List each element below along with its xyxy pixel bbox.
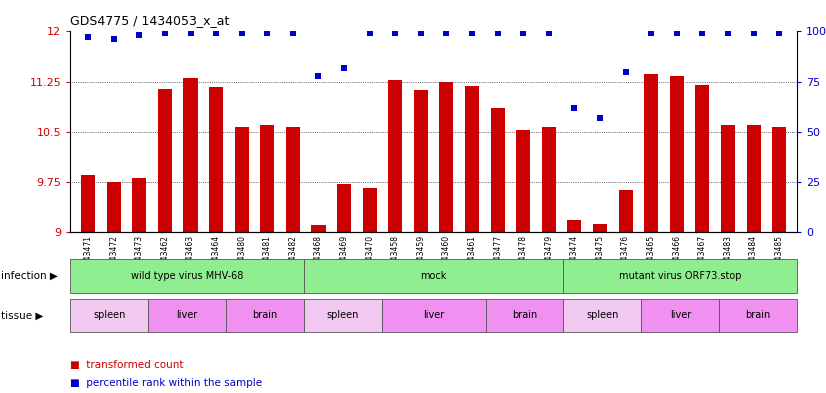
Bar bbox=[304, 299, 382, 332]
Point bbox=[261, 30, 274, 37]
Bar bbox=[486, 299, 563, 332]
Bar bbox=[721, 125, 735, 232]
Point bbox=[593, 114, 606, 121]
Point bbox=[338, 64, 351, 71]
Text: brain: brain bbox=[252, 310, 278, 320]
Point bbox=[133, 32, 146, 39]
Bar bbox=[235, 127, 249, 232]
Bar bbox=[70, 299, 148, 332]
Point bbox=[695, 30, 709, 37]
Point bbox=[107, 36, 121, 42]
Text: brain: brain bbox=[746, 310, 771, 320]
Text: mutant virus ORF73.stop: mutant virus ORF73.stop bbox=[619, 271, 742, 281]
Text: brain: brain bbox=[512, 310, 537, 320]
Point bbox=[644, 30, 657, 37]
Point bbox=[210, 30, 223, 37]
Point bbox=[619, 68, 632, 75]
Bar bbox=[209, 87, 223, 232]
Bar bbox=[542, 127, 556, 232]
Point bbox=[516, 30, 529, 37]
Bar bbox=[772, 127, 786, 232]
Bar bbox=[414, 90, 428, 232]
Point bbox=[415, 30, 428, 37]
Bar bbox=[363, 188, 377, 232]
Bar bbox=[747, 125, 761, 232]
Bar bbox=[439, 82, 453, 232]
Point bbox=[184, 30, 197, 37]
Bar bbox=[183, 78, 197, 232]
Bar bbox=[563, 259, 797, 293]
Text: infection ▶: infection ▶ bbox=[1, 271, 58, 281]
Bar bbox=[516, 130, 530, 232]
Point bbox=[82, 34, 95, 40]
Bar bbox=[286, 127, 300, 232]
Bar bbox=[337, 184, 351, 232]
Point bbox=[363, 30, 377, 37]
Bar bbox=[70, 259, 304, 293]
Text: ■  percentile rank within the sample: ■ percentile rank within the sample bbox=[70, 378, 263, 388]
Bar bbox=[465, 86, 479, 232]
Point bbox=[670, 30, 683, 37]
Bar bbox=[107, 182, 121, 232]
Bar bbox=[644, 73, 658, 232]
Bar bbox=[158, 89, 172, 232]
Bar bbox=[260, 125, 274, 232]
Text: liver: liver bbox=[423, 310, 444, 320]
Point bbox=[465, 30, 478, 37]
Bar bbox=[81, 175, 95, 232]
Bar bbox=[563, 299, 641, 332]
Point bbox=[312, 72, 325, 79]
Point bbox=[389, 30, 402, 37]
Text: mock: mock bbox=[420, 271, 447, 281]
Point bbox=[772, 30, 786, 37]
Bar bbox=[311, 225, 325, 232]
Text: spleen: spleen bbox=[93, 310, 126, 320]
Bar bbox=[641, 299, 719, 332]
Bar bbox=[132, 178, 146, 232]
Point bbox=[567, 105, 581, 111]
Point bbox=[159, 30, 172, 37]
Bar bbox=[388, 79, 402, 232]
Bar bbox=[491, 108, 505, 232]
Point bbox=[491, 30, 504, 37]
Point bbox=[287, 30, 300, 37]
Bar bbox=[382, 299, 486, 332]
Bar bbox=[619, 190, 633, 232]
Bar bbox=[593, 224, 607, 232]
Bar bbox=[695, 85, 710, 232]
Point bbox=[721, 30, 734, 37]
Point bbox=[542, 30, 555, 37]
Text: spleen: spleen bbox=[326, 310, 359, 320]
Text: ■  transformed count: ■ transformed count bbox=[70, 360, 183, 370]
Text: wild type virus MHV-68: wild type virus MHV-68 bbox=[131, 271, 243, 281]
Bar bbox=[148, 299, 226, 332]
Bar bbox=[567, 220, 582, 232]
Point bbox=[235, 30, 249, 37]
Text: spleen: spleen bbox=[586, 310, 619, 320]
Text: tissue ▶: tissue ▶ bbox=[1, 310, 43, 320]
Text: liver: liver bbox=[177, 310, 197, 320]
Bar bbox=[670, 76, 684, 232]
Bar bbox=[304, 259, 563, 293]
Text: liver: liver bbox=[670, 310, 691, 320]
Bar bbox=[226, 299, 304, 332]
Point bbox=[439, 30, 453, 37]
Text: GDS4775 / 1434053_x_at: GDS4775 / 1434053_x_at bbox=[70, 15, 230, 28]
Point bbox=[747, 30, 760, 37]
Bar bbox=[719, 299, 797, 332]
